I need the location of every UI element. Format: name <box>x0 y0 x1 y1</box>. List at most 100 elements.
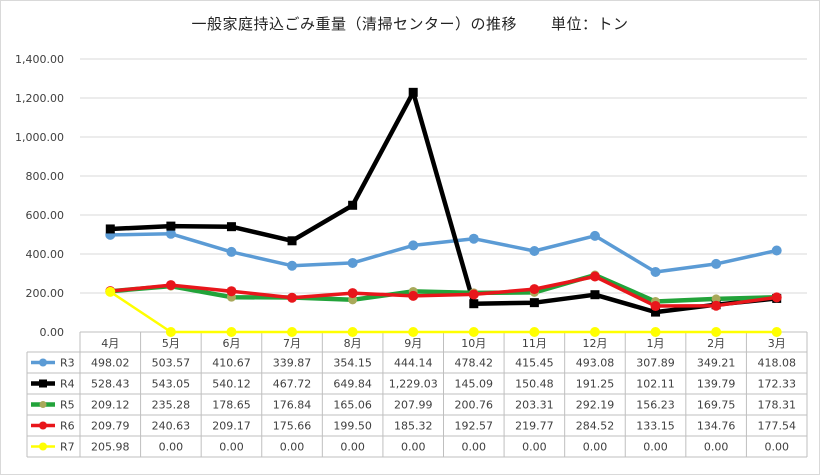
data-point-r7 <box>529 327 540 337</box>
table-cell-value: 102.11 <box>636 378 675 391</box>
table-cell-value: 209.79 <box>91 420 130 433</box>
series-line-r7 <box>109 290 777 334</box>
table-cell-value: 649.84 <box>333 378 372 391</box>
legend-series-name: R7 <box>60 441 75 454</box>
table-cell-value: 178.65 <box>212 399 251 412</box>
table-cell-value: 235.28 <box>152 399 191 412</box>
table-cell-value: 528.43 <box>91 378 130 391</box>
category-label: 1月 <box>647 337 665 350</box>
table-cell-value: 354.15 <box>333 357 372 370</box>
data-point-r3 <box>711 258 722 269</box>
data-point-r6 <box>165 280 176 291</box>
category-label: 2月 <box>707 337 725 350</box>
category-label: 7月 <box>283 337 301 350</box>
data-point-r4 <box>529 298 539 308</box>
table-cell-value: 203.31 <box>515 399 554 412</box>
data-point-r7 <box>589 327 600 337</box>
table-cell-value: 1,229.03 <box>389 378 438 391</box>
table-cell-value: 478.42 <box>455 357 494 370</box>
data-point-r6 <box>529 284 540 295</box>
legend-key-marker-r6 <box>39 421 47 430</box>
table-cell-value: 165.06 <box>333 399 372 412</box>
table-cell-value: 175.66 <box>273 420 312 433</box>
table-cell-value: 503.57 <box>152 357 191 370</box>
table-cell-value: 145.09 <box>455 378 494 391</box>
data-point-r6 <box>408 290 419 301</box>
data-point-r4 <box>287 236 297 246</box>
table-cell-value: 176.84 <box>273 399 312 412</box>
series-line-r4 <box>110 90 777 315</box>
category-label: 6月 <box>222 337 240 350</box>
table-cell-value: 0.00 <box>340 441 365 454</box>
y-tick-label: 1,000.00 <box>15 131 64 144</box>
category-label: 5月 <box>162 337 180 350</box>
table-cell-value: 307.89 <box>636 357 675 370</box>
table-cell-value: 0.00 <box>522 441 547 454</box>
y-tick-label: 1,400.00 <box>15 53 64 66</box>
data-point-r3 <box>650 266 661 277</box>
table-cell-value: 0.00 <box>583 441 608 454</box>
table-cell-value: 467.72 <box>273 378 312 391</box>
legend-key-marker-r3 <box>39 358 47 367</box>
table-cell-value: 493.08 <box>576 357 615 370</box>
data-point-r5 <box>711 294 721 304</box>
data-point-r3 <box>347 257 358 268</box>
data-point-r7 <box>711 327 722 337</box>
data-point-r4 <box>166 221 176 231</box>
y-tick-label: 0.00 <box>40 326 65 339</box>
data-point-r7 <box>347 327 358 337</box>
unit-label: 単位：トン <box>551 15 629 33</box>
data-point-r3 <box>589 230 600 241</box>
category-label: 8月 <box>344 337 362 350</box>
table-cell-value: 0.00 <box>401 441 426 454</box>
legend-series-name: R5 <box>60 399 75 412</box>
data-point-r4 <box>226 222 236 232</box>
category-label: 10月 <box>461 337 486 350</box>
table-cell-value: 191.25 <box>576 378 615 391</box>
chart-title: 一般家庭持込ごみ重量（清掃センター）の推移 <box>191 15 517 33</box>
data-point-r7 <box>105 286 116 297</box>
table-cell-value: 185.32 <box>394 420 433 433</box>
table-cell-value: 133.15 <box>636 420 675 433</box>
legend-series-name: R4 <box>60 378 75 391</box>
data-point-r6 <box>468 289 479 300</box>
table-cell-value: 0.00 <box>159 441 184 454</box>
data-point-r7 <box>287 327 298 337</box>
category-label: 12月 <box>582 337 607 350</box>
y-tick-label: 600.00 <box>26 209 65 222</box>
table-cell-value: 209.17 <box>212 420 251 433</box>
data-point-r3 <box>287 260 298 271</box>
data-point-r3 <box>529 245 540 256</box>
table-cell-value: 0.00 <box>462 441 487 454</box>
table-cell-value: 199.50 <box>333 420 372 433</box>
y-tick-label: 200.00 <box>26 287 65 300</box>
table-cell-value: 240.63 <box>152 420 191 433</box>
table-cell-value: 178.31 <box>757 399 796 412</box>
data-point-r7 <box>468 327 479 337</box>
data-point-r7 <box>165 327 176 337</box>
data-point-r7 <box>226 327 237 337</box>
table-cell-value: 156.23 <box>636 399 675 412</box>
y-tick-label: 400.00 <box>26 248 65 261</box>
series-line-r6 <box>110 274 777 308</box>
data-point-r6 <box>711 300 722 311</box>
table-cell-value: 0.00 <box>280 441 305 454</box>
table-cell-value: 172.33 <box>757 378 796 391</box>
data-point-r4 <box>590 290 600 300</box>
data-point-r5 <box>348 295 358 305</box>
table-cell-value: 219.77 <box>515 420 554 433</box>
table-cell-value: 339.87 <box>273 357 312 370</box>
data-point-r3 <box>408 240 419 251</box>
table-cell-value: 200.76 <box>455 399 494 412</box>
data-point-r3 <box>468 233 479 244</box>
table-cell-value: 0.00 <box>219 441 244 454</box>
data-point-r4 <box>651 307 661 317</box>
table-cell-value: 349.21 <box>697 357 736 370</box>
data-point-r7 <box>408 327 419 337</box>
data-point-r4 <box>469 299 479 309</box>
data-point-r6 <box>287 292 298 303</box>
data-point-r3 <box>226 246 237 257</box>
table-cell-value: 418.08 <box>757 357 796 370</box>
table-cell-value: 415.45 <box>515 357 554 370</box>
data-point-r4 <box>105 224 115 234</box>
